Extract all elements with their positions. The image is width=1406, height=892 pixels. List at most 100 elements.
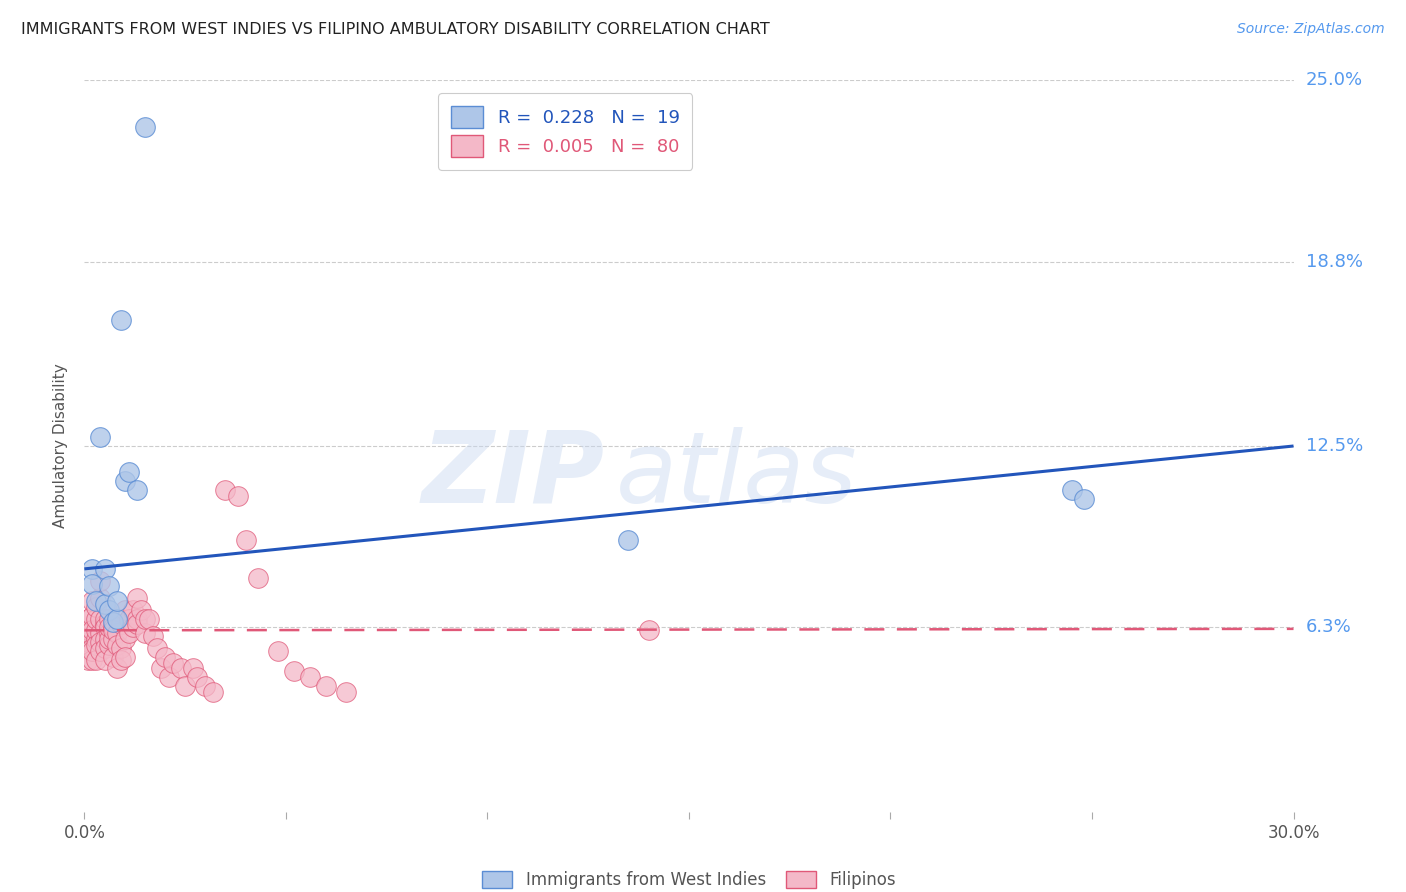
Point bbox=[105, 661, 128, 675]
Point bbox=[82, 562, 104, 576]
Point bbox=[89, 644, 111, 658]
Point bbox=[77, 612, 100, 626]
Point bbox=[121, 620, 143, 634]
Point bbox=[105, 594, 128, 608]
Text: ZIP: ZIP bbox=[422, 426, 605, 524]
Y-axis label: Ambulatory Disability: Ambulatory Disability bbox=[53, 364, 69, 528]
Point bbox=[93, 632, 115, 646]
Text: Source: ZipAtlas.com: Source: ZipAtlas.com bbox=[1237, 22, 1385, 37]
Point bbox=[86, 638, 108, 652]
Point bbox=[82, 640, 104, 655]
Point bbox=[129, 603, 152, 617]
Point bbox=[101, 649, 124, 664]
Text: atlas: atlas bbox=[616, 426, 858, 524]
Point bbox=[101, 624, 124, 638]
Point bbox=[114, 632, 136, 646]
Point bbox=[97, 612, 120, 626]
Point bbox=[93, 620, 115, 634]
Text: 12.5%: 12.5% bbox=[1306, 437, 1362, 455]
Point bbox=[114, 474, 136, 488]
Text: IMMIGRANTS FROM WEST INDIES VS FILIPINO AMBULATORY DISABILITY CORRELATION CHART: IMMIGRANTS FROM WEST INDIES VS FILIPINO … bbox=[21, 22, 770, 37]
Point bbox=[105, 638, 128, 652]
Point bbox=[125, 617, 148, 632]
Point bbox=[89, 591, 111, 606]
Point bbox=[202, 685, 225, 699]
Point bbox=[114, 649, 136, 664]
Point bbox=[97, 620, 120, 634]
Point bbox=[101, 620, 124, 634]
Point bbox=[86, 612, 108, 626]
Point bbox=[86, 632, 108, 646]
Point bbox=[1073, 491, 1095, 506]
Point bbox=[82, 594, 104, 608]
Point bbox=[118, 612, 141, 626]
Point bbox=[110, 617, 132, 632]
Point bbox=[170, 661, 193, 675]
Point bbox=[125, 612, 148, 626]
Point bbox=[118, 466, 141, 480]
Point bbox=[89, 635, 111, 649]
Point bbox=[110, 652, 132, 666]
Point bbox=[267, 644, 290, 658]
Point bbox=[86, 652, 108, 666]
Point bbox=[114, 603, 136, 617]
Point bbox=[617, 533, 640, 547]
Point bbox=[97, 626, 120, 640]
Point bbox=[89, 574, 111, 588]
Point bbox=[93, 617, 115, 632]
Point bbox=[82, 576, 104, 591]
Point bbox=[86, 599, 108, 614]
Point bbox=[153, 649, 176, 664]
Point bbox=[125, 483, 148, 497]
Point bbox=[89, 612, 111, 626]
Point bbox=[214, 483, 236, 497]
Point bbox=[86, 594, 108, 608]
Point bbox=[105, 626, 128, 640]
Point bbox=[77, 635, 100, 649]
Point bbox=[97, 579, 120, 593]
Point bbox=[89, 626, 111, 640]
Point bbox=[186, 670, 208, 684]
Point bbox=[101, 615, 124, 629]
Point bbox=[138, 612, 160, 626]
Point bbox=[105, 612, 128, 626]
Point bbox=[194, 679, 217, 693]
Point bbox=[93, 562, 115, 576]
Legend: Immigrants from West Indies, Filipinos: Immigrants from West Indies, Filipinos bbox=[475, 864, 903, 892]
Point bbox=[77, 624, 100, 638]
Point bbox=[82, 652, 104, 666]
Point bbox=[226, 489, 249, 503]
Point bbox=[121, 603, 143, 617]
Point bbox=[97, 603, 120, 617]
Point bbox=[93, 612, 115, 626]
Point bbox=[157, 670, 180, 684]
Point bbox=[82, 644, 104, 658]
Point bbox=[77, 652, 100, 666]
Point bbox=[134, 626, 156, 640]
Point bbox=[86, 624, 108, 638]
Point bbox=[162, 656, 184, 670]
Point bbox=[93, 597, 115, 611]
Point bbox=[97, 638, 120, 652]
Point bbox=[315, 679, 337, 693]
Point bbox=[110, 313, 132, 327]
Point bbox=[82, 629, 104, 643]
Point bbox=[93, 640, 115, 655]
Point bbox=[134, 120, 156, 134]
Point bbox=[181, 661, 204, 675]
Point bbox=[299, 670, 322, 684]
Point bbox=[335, 685, 357, 699]
Point bbox=[283, 665, 305, 679]
Point bbox=[246, 571, 269, 585]
Point bbox=[101, 632, 124, 646]
Point bbox=[142, 629, 165, 643]
Point bbox=[125, 591, 148, 606]
Point bbox=[134, 612, 156, 626]
Point bbox=[97, 632, 120, 646]
Point bbox=[93, 652, 115, 666]
Point bbox=[110, 640, 132, 655]
Point bbox=[82, 624, 104, 638]
Text: 18.8%: 18.8% bbox=[1306, 252, 1362, 270]
Point bbox=[174, 679, 197, 693]
Point bbox=[1060, 483, 1083, 497]
